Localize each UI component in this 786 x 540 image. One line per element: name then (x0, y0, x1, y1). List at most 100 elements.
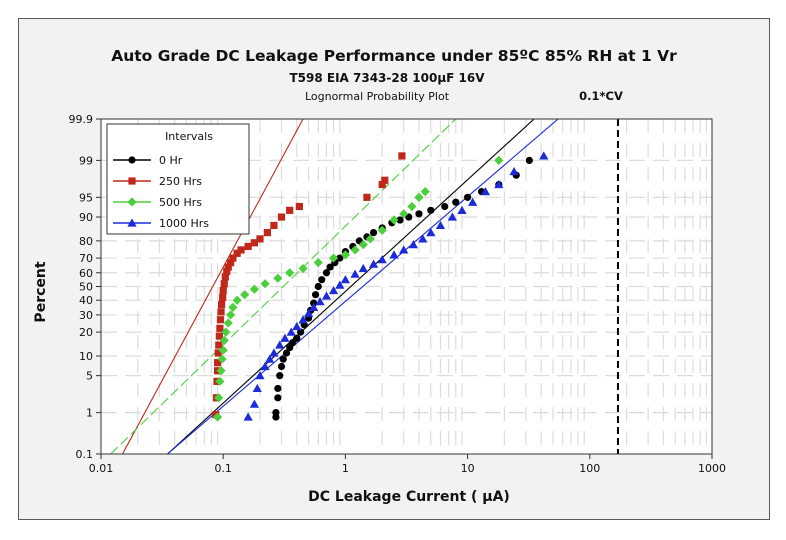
data-point-1 (270, 221, 278, 230)
data-point-3 (358, 263, 368, 273)
data-point-3 (275, 340, 285, 349)
data-point-1 (227, 259, 235, 267)
data-point-0 (318, 276, 326, 284)
data-point-3 (480, 187, 491, 196)
plot-type-label: Lognormal Probability Plot (305, 90, 450, 103)
data-point-0 (279, 355, 287, 363)
data-point-3 (435, 220, 446, 230)
data-point-2 (240, 290, 250, 300)
data-point-0 (396, 216, 404, 224)
data-point-1 (233, 249, 241, 257)
data-point-1 (220, 280, 228, 288)
data-point-3 (315, 297, 325, 306)
data-point-3 (377, 255, 387, 264)
data-point-0 (405, 213, 413, 221)
data-point-2 (285, 268, 295, 278)
data-point-2 (350, 245, 360, 255)
data-point-0 (282, 349, 291, 357)
chart-svg: Auto Grade DC Leakage Performance under … (33, 47, 726, 505)
data-point-3 (457, 205, 467, 214)
legend-title: Intervals (165, 130, 213, 143)
data-point-2 (494, 155, 504, 166)
data-point-3 (350, 269, 360, 278)
data-point-2 (226, 310, 236, 320)
data-point-1 (381, 176, 389, 184)
data-point-3 (539, 151, 549, 160)
x-tick-label: 0.1 (214, 462, 232, 475)
data-point-2 (414, 192, 424, 202)
y-tick-label: 1 (86, 407, 93, 420)
y-tick-label: 80 (79, 235, 93, 248)
x-axis-label: DC Leakage Current ( µA) (308, 489, 510, 505)
data-point-0 (274, 384, 282, 393)
x-tick-label: 1000 (698, 462, 726, 475)
legend-label-1: 250 Hrs (159, 175, 202, 188)
data-point-0 (272, 408, 280, 417)
data-point-1 (221, 273, 229, 281)
data-point-1 (219, 293, 227, 302)
fit-line-0 (167, 119, 535, 454)
data-point-3 (260, 361, 270, 371)
legend-marker-3 (127, 218, 137, 227)
data-point-3 (389, 250, 399, 259)
data-point-1 (250, 239, 258, 247)
fit-line-2 (110, 119, 457, 454)
data-point-1 (263, 228, 272, 237)
data-point-2 (219, 335, 229, 346)
y-tick-label: 90 (79, 211, 93, 224)
x-tick-label: 10 (461, 462, 475, 475)
y-tick-label: 30 (79, 309, 93, 322)
data-point-2 (232, 295, 242, 305)
data-point-2 (228, 302, 238, 312)
data-point-0 (277, 362, 286, 371)
legend-label-2: 500 Hrs (159, 196, 202, 209)
y-tick-label: 10 (79, 350, 93, 363)
y-tick-label: 5 (86, 370, 93, 383)
fit-line-3 (167, 119, 559, 454)
data-point-3 (408, 240, 418, 249)
data-point-1 (237, 246, 245, 254)
data-point-0 (311, 291, 320, 299)
data-point-1 (295, 202, 303, 211)
chart-frame: Auto Grade DC Leakage Performance under … (18, 18, 770, 520)
data-point-1 (215, 332, 223, 340)
data-point-0 (314, 282, 322, 291)
y-tick-label: 70 (79, 252, 93, 265)
legend-marker-0 (128, 156, 136, 164)
chart-title: Auto Grade DC Leakage Performance under … (111, 47, 677, 65)
data-point-3 (292, 321, 302, 331)
data-point-2 (215, 376, 225, 386)
y-tick-label: 99.9 (69, 113, 94, 126)
data-point-1 (277, 213, 286, 221)
data-point-3 (249, 399, 259, 408)
data-point-2 (213, 412, 223, 422)
chart-subtitle: T598 EIA 7343-28 100µF 16V (289, 71, 485, 85)
data-point-2 (273, 273, 283, 283)
legend-marker-1 (128, 177, 136, 185)
data-point-3 (335, 280, 345, 289)
data-point-3 (304, 308, 314, 317)
data-point-2 (407, 201, 417, 212)
data-point-1 (217, 308, 225, 316)
legend-label-3: 1000 Hrs (159, 217, 209, 230)
data-point-0 (293, 334, 301, 342)
data-point-3 (494, 179, 504, 189)
data-point-2 (214, 393, 224, 403)
data-point-0 (276, 372, 284, 380)
fit-line-1 (122, 119, 304, 454)
data-point-0 (441, 202, 449, 211)
data-point-1 (286, 206, 294, 214)
data-point-3 (243, 412, 253, 421)
data-point-0 (326, 263, 334, 271)
x-tick-label: 100 (579, 462, 600, 475)
data-point-3 (340, 275, 350, 284)
data-point-3 (447, 212, 457, 221)
y-tick-label: 99 (79, 154, 93, 167)
data-point-1 (398, 152, 406, 160)
data-point-3 (255, 371, 265, 380)
data-point-3 (252, 383, 262, 393)
data-point-2 (365, 234, 375, 244)
data-point-1 (216, 316, 225, 324)
y-tick-label: 0.1 (76, 448, 94, 461)
data-point-3 (265, 354, 275, 363)
